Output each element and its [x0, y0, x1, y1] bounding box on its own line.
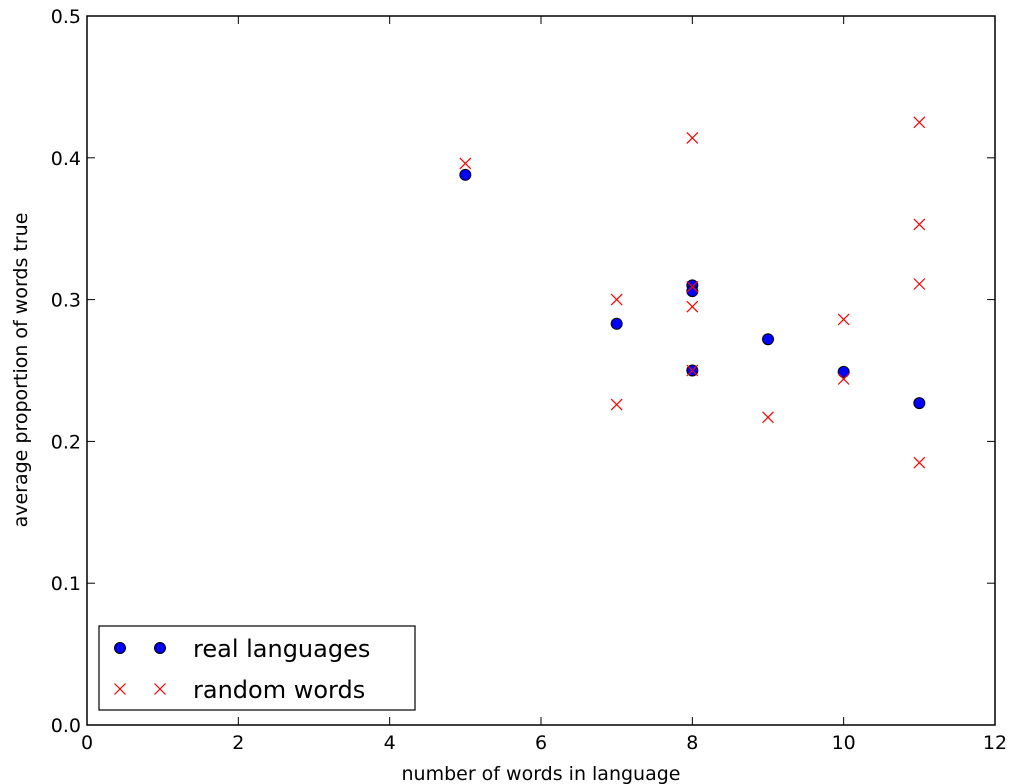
random-word-point [837, 313, 850, 326]
random-word-point [686, 364, 699, 377]
x-axis-label: number of words in language [401, 763, 680, 784]
x-tick-label: 8 [686, 732, 698, 754]
random-word-point [459, 157, 472, 170]
random-word-point [686, 280, 699, 293]
real-language-point [762, 333, 774, 346]
x-tick-labels: 0 2 4 6 8 10 12 [81, 732, 1007, 754]
real-language-point [913, 397, 926, 410]
plot-area [87, 16, 995, 725]
x-tick-label: 6 [535, 732, 547, 754]
x-tick-label: 12 [983, 732, 1007, 754]
legend-marker [114, 642, 126, 654]
random-word-point [762, 411, 774, 424]
random-word-point [686, 300, 699, 313]
random-word-point [610, 398, 623, 411]
random-word-point [913, 218, 926, 231]
y-tick-labels: 0.0 0.1 0.2 0.3 0.4 0.5 [51, 6, 81, 737]
real-language-point [686, 285, 699, 298]
real-language-point [837, 365, 850, 378]
x-tick-label: 0 [81, 732, 93, 754]
y-tick-label: 0.1 [51, 573, 81, 595]
y-tick-label: 0.4 [51, 148, 81, 170]
y-tick-label: 0.3 [51, 290, 81, 312]
random-word-point [837, 373, 850, 385]
random-word-point [913, 278, 926, 290]
plot-frame [86, 15, 996, 726]
legend-label: real languages [193, 635, 370, 663]
legend-marker [154, 642, 166, 654]
real-language-point [459, 168, 472, 181]
y-axis-label: average proportion of words true [10, 213, 32, 528]
legend-label: random words [193, 676, 365, 704]
random-word-point [913, 456, 926, 469]
data-points [459, 116, 926, 469]
legend-marker [154, 683, 166, 695]
x-tick-label: 10 [832, 732, 856, 754]
legend: real languages random words [98, 625, 416, 711]
legend-marker [114, 683, 126, 695]
y-tick-label: 0.2 [51, 431, 81, 453]
x-tick-label: 2 [232, 732, 244, 754]
y-tick-label: 0.0 [51, 715, 81, 737]
real-language-point [610, 317, 623, 330]
y-tick-label: 0.5 [51, 6, 81, 28]
x-tick-label: 4 [384, 732, 396, 754]
random-word-point [686, 132, 699, 144]
legend-frame [98, 625, 416, 711]
random-word-point [610, 293, 623, 306]
random-word-point [913, 116, 926, 129]
